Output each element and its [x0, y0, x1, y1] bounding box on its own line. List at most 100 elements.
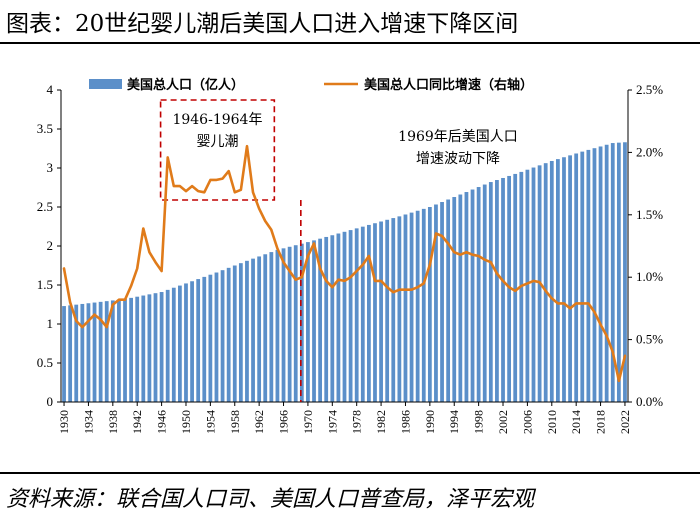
population-bar: [470, 189, 475, 402]
population-bar: [397, 216, 402, 402]
population-bar: [592, 148, 597, 402]
population-bar: [373, 223, 377, 402]
x-tick-label: 1970: [301, 410, 315, 434]
population-bar: [623, 142, 627, 402]
population-bar: [507, 175, 512, 402]
population-bar: [421, 208, 426, 402]
population-bar: [409, 212, 414, 402]
population-bar: [318, 238, 323, 402]
x-tick-label: 1994: [447, 410, 461, 434]
left-tick-label: 4: [47, 82, 54, 97]
population-bar: [299, 243, 304, 402]
population-bar: [135, 296, 140, 402]
growth-line: [62, 144, 627, 383]
x-tick-label: 1962: [252, 410, 266, 434]
source-rule: [0, 472, 700, 474]
baby-boom-label-line1: 1946-1964年: [172, 112, 262, 128]
x-tick-label: 2022: [618, 410, 632, 434]
population-bar: [555, 159, 560, 402]
page-title: 图表：20世纪婴儿潮后美国人口进入增速下降区间: [6, 11, 519, 37]
population-bar: [513, 173, 518, 402]
population-bar: [342, 231, 347, 402]
x-tick-label: 1966: [277, 410, 291, 434]
x-tick-label: 1978: [350, 410, 364, 434]
population-bar: [226, 267, 231, 402]
population-bar: [446, 199, 451, 402]
population-bar: [525, 169, 530, 402]
right-tick-label: 2.0%: [636, 144, 663, 159]
x-tick-label: 1958: [228, 410, 242, 434]
population-bar: [68, 305, 73, 402]
baby-boom-label-line2: 婴儿潮: [196, 134, 238, 150]
population-bar: [214, 272, 219, 402]
left-tick-label: 2.5: [37, 199, 53, 214]
population-bar: [549, 160, 554, 402]
x-tick-label: 2006: [520, 410, 534, 434]
population-bar: [464, 192, 469, 402]
population-bar: [190, 281, 194, 402]
right-tick-label: 2.5%: [636, 82, 663, 97]
population-bar: [336, 233, 341, 402]
population-bar: [501, 177, 505, 402]
population-bar: [379, 221, 383, 402]
x-tick-label: 2002: [496, 410, 510, 434]
population-bar: [117, 299, 121, 402]
population-bar: [476, 187, 481, 402]
population-bar: [354, 228, 359, 402]
population-bar: [610, 143, 615, 403]
population-bar: [574, 153, 579, 402]
population-bar: [147, 294, 152, 402]
population-bar: [543, 163, 548, 402]
population-bar: [427, 207, 432, 402]
left-tick-label: 2: [47, 238, 54, 253]
population-bar: [74, 304, 79, 402]
baby-boom-dashed-box: [159, 99, 276, 201]
population-bar: [495, 180, 499, 402]
x-tick-label: 1938: [106, 410, 120, 434]
population-bar: [184, 283, 188, 402]
population-bar: [403, 214, 408, 402]
right-tick-label: 0.0%: [636, 394, 663, 409]
post-1969-label-line1: 1969年后美国人口: [398, 129, 518, 145]
population-bar: [232, 265, 237, 402]
x-axis-ticks: 1930 1934 1938 1942 1946 1950 1954 1958 1962 1966…: [57, 402, 632, 434]
population-bar: [580, 151, 585, 402]
legend-bar-label: 美国总人口（亿人）: [127, 77, 244, 93]
population-bar: [568, 155, 572, 402]
x-tick-label: 1930: [57, 410, 71, 434]
legend-line-label: 美国总人口同比增速（右轴）: [364, 77, 533, 93]
x-tick-label: 2014: [569, 410, 583, 434]
left-tick-label: 0.5: [37, 355, 53, 370]
population-bar: [263, 254, 268, 402]
population-bar: [153, 293, 158, 402]
population-bar: [452, 197, 457, 402]
population-bar: [269, 252, 274, 402]
x-tick-label: 2018: [594, 410, 608, 434]
population-bar: [586, 149, 591, 402]
population-bar: [62, 306, 66, 402]
population-bar: [92, 302, 97, 402]
post-1969-label-line2: 增速波动下降: [416, 151, 500, 167]
population-bar: [98, 301, 103, 402]
population-bar: [348, 230, 353, 402]
left-tick-label: 3: [47, 160, 54, 175]
population-bar: [86, 303, 91, 402]
population-bar: [616, 142, 621, 402]
population-bar: [391, 218, 396, 402]
population-bar: [366, 224, 371, 402]
population-bar: [165, 289, 170, 402]
population-bar: [196, 279, 201, 402]
population-bar: [275, 249, 280, 402]
x-tick-label: 1950: [179, 410, 193, 434]
population-bars: [62, 142, 627, 403]
population-bar: [257, 256, 262, 402]
population-bar: [287, 246, 292, 402]
population-bar: [562, 157, 566, 402]
x-tick-label: 1998: [472, 410, 486, 434]
population-bar: [251, 258, 255, 402]
right-tick-label: 1.0%: [636, 269, 663, 284]
growth-rate-line: [62, 144, 627, 383]
x-tick-label: 2010: [545, 410, 559, 434]
population-bar: [293, 245, 298, 402]
population-bar: [110, 300, 115, 402]
